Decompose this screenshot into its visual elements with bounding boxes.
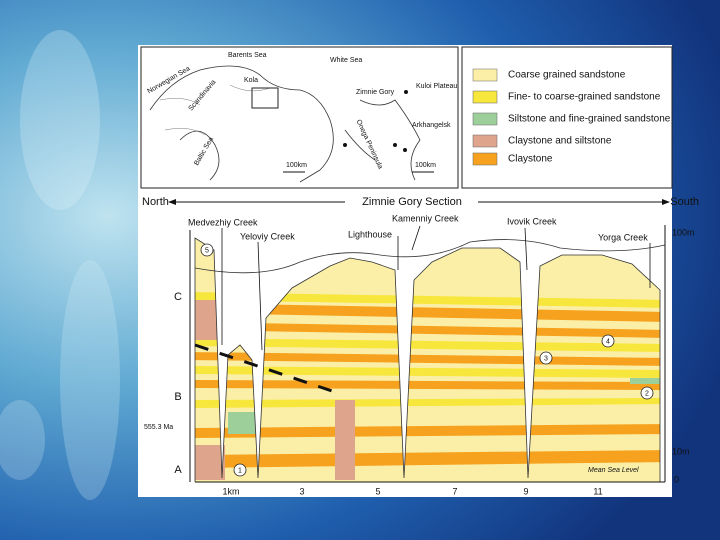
legend-swatch <box>472 134 498 148</box>
marker-circle <box>640 386 654 400</box>
creek-label: Yeloviy Creek <box>240 231 295 241</box>
creek-label: Ivovik Creek <box>507 216 557 226</box>
location-map: Barents Sea White Sea Norwegian Sea Scan… <box>140 46 459 189</box>
marker-circle <box>539 351 553 365</box>
section-outline <box>194 237 661 482</box>
inset-box <box>251 87 279 109</box>
markers: 1 2 3 4 5 <box>200 243 654 477</box>
stratum <box>630 378 660 384</box>
map-label: 100km <box>286 162 307 169</box>
marker-label: 5 <box>205 247 209 254</box>
marker-circle <box>233 463 247 477</box>
sea-level-label: Mean Sea Level <box>588 467 639 474</box>
legend-label: Fine- to coarse-grained sandstone <box>508 92 661 103</box>
coastline <box>344 99 421 181</box>
stratum <box>195 445 225 480</box>
site <box>404 90 408 94</box>
map-label: Arkhangelsk <box>412 122 451 129</box>
stratum <box>195 338 660 352</box>
legend: Coarse grained sandstone Fine- to coarse-… <box>461 46 673 189</box>
distance-label: 1km <box>222 486 239 496</box>
distance-label: 7 <box>452 486 457 496</box>
stratum <box>228 412 258 434</box>
stratum <box>195 300 217 340</box>
creek-label: Lighthouse <box>348 229 392 239</box>
stratum <box>195 398 660 408</box>
map-frame <box>140 46 459 189</box>
distance-label: 11 <box>593 486 602 496</box>
depth-label: 10m <box>672 446 690 456</box>
coastline <box>149 65 334 183</box>
legend-swatch <box>472 152 498 166</box>
distance-label: 5 <box>375 486 380 496</box>
legend-label: Claystone <box>508 154 553 165</box>
legend-swatch <box>472 112 498 126</box>
legend-label: Claystone and siltstone <box>508 136 612 147</box>
unit-label: B <box>174 391 181 403</box>
age-label: 555.3 Ma <box>144 424 173 431</box>
stratum <box>335 400 355 480</box>
creek-pointers <box>221 225 651 351</box>
marker-label: 1 <box>238 467 242 474</box>
north-label: North <box>142 196 169 208</box>
underwater-decor <box>0 30 120 500</box>
stratum <box>195 366 660 378</box>
section-title: Zimnie Gory Section <box>362 196 462 208</box>
unit-label: C <box>174 291 182 303</box>
map-label: Kuloi Plateau <box>416 83 457 90</box>
stratum <box>195 292 660 308</box>
stratum <box>195 424 660 438</box>
marker-label: 3 <box>544 355 548 362</box>
stratum <box>195 322 660 338</box>
map-label: Zimnie Gory <box>356 89 395 96</box>
marker-label: 4 <box>606 338 610 345</box>
surface-line <box>194 239 666 274</box>
marker-circle <box>601 334 615 348</box>
stratum <box>195 303 660 322</box>
creek-label: Yorga Creek <box>598 232 648 242</box>
creek-label: Kamenniy Creek <box>392 213 459 223</box>
south-label: South <box>670 196 699 208</box>
contour <box>159 84 271 136</box>
map-label: White Sea <box>330 57 362 64</box>
stratum <box>195 380 660 390</box>
distance-label: 3 <box>299 486 304 496</box>
legend-label: Siltstone and fine-grained sandstone <box>508 114 671 125</box>
unit-label: A <box>174 464 182 476</box>
marker-label: 2 <box>645 390 649 397</box>
stratum <box>195 450 660 468</box>
legend-swatch <box>472 68 498 82</box>
site <box>403 148 407 152</box>
legend-label: Coarse grained sandstone <box>508 70 626 81</box>
depth-label: 0 <box>674 474 679 484</box>
map-label: 100km <box>415 162 436 169</box>
depth-label: 100m <box>672 227 695 237</box>
map-label: Barents Sea <box>228 52 267 59</box>
creek-label: Medvezhiy Creek <box>188 217 258 227</box>
distance-label: 9 <box>523 486 528 496</box>
site <box>343 143 347 147</box>
legend-swatch <box>472 90 498 104</box>
site <box>393 143 397 147</box>
marker-circle <box>200 243 214 257</box>
map-label: Kola <box>244 77 258 84</box>
